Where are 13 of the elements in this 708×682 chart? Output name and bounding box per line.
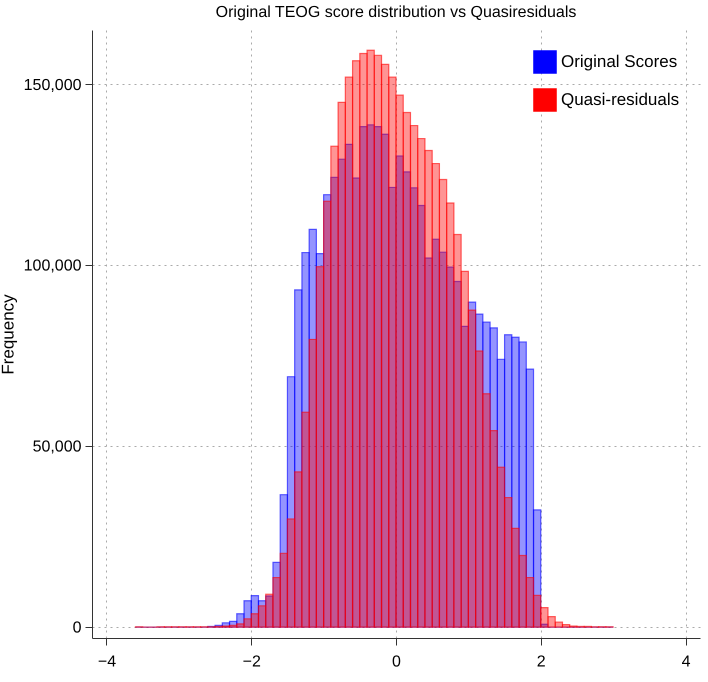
x-tick-label: −2 xyxy=(242,654,261,670)
y-tick-label: 100,000 xyxy=(24,258,82,275)
chart-title: Original TEOG score distribution vs Quasiresiduals xyxy=(216,4,576,21)
y-axis-title: Frequency xyxy=(0,294,18,375)
y-tick-label: 0 xyxy=(72,620,82,637)
legend-label: Original Scores xyxy=(561,52,678,71)
y-tick-label: 50,000 xyxy=(32,438,82,456)
x-tick-label: 4 xyxy=(682,654,691,670)
x-tick-label: 2 xyxy=(536,654,546,670)
x-tick-label: 0 xyxy=(392,654,402,670)
x-tick-label: −4 xyxy=(98,654,116,670)
y-tick-label: 150,000 xyxy=(24,76,82,94)
legend-label: Quasi-residuals xyxy=(561,90,680,109)
